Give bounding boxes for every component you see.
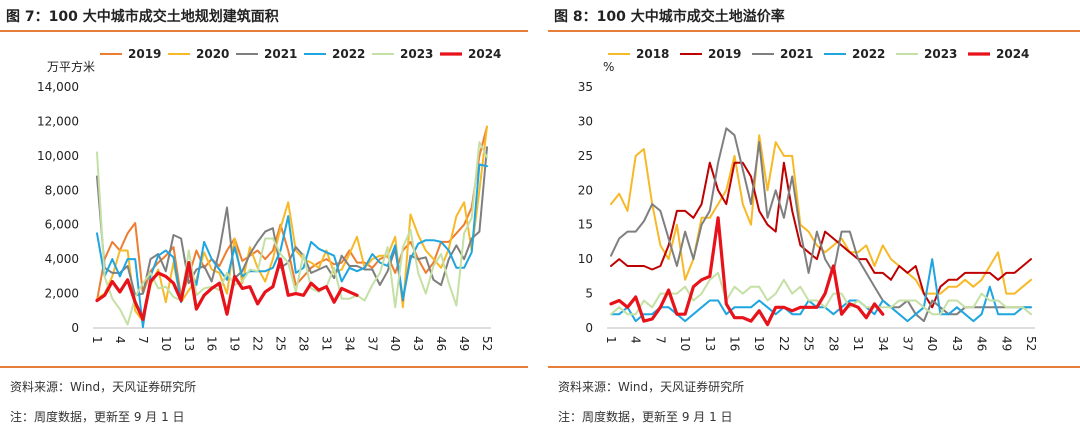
x-tick-label: 10 [678, 336, 692, 351]
x-tick-label: 52 [1024, 336, 1038, 351]
y-axis-unit-label: 万平方米 [47, 59, 95, 74]
right-figure-panel: 图 8：100 大中城市成交土地溢价率 % 0 5 10 15 20 25 30 35 1 4 7 10… [548, 0, 1080, 432]
legend-label-2023: 2023 [400, 47, 433, 61]
x-tick-label: 16 [728, 336, 742, 351]
series-line-2022 [96, 163, 488, 329]
x-tick-label: 52 [480, 336, 494, 351]
x-tick-label: 4 [113, 336, 127, 344]
source-text: 资料来源：Wind，天风证券研究所 [10, 380, 197, 394]
x-tick-label: 31 [319, 336, 333, 351]
y-tick-label: 2,000 [45, 287, 79, 301]
x-tick-label: 19 [228, 336, 242, 351]
x-tick-label: 4 [629, 336, 643, 344]
x-tick-label: 28 [296, 336, 310, 351]
x-tick-label: 49 [999, 336, 1013, 351]
title-rule [548, 30, 1080, 32]
y-tick-label: 5 [585, 287, 593, 301]
x-tick-label: 46 [975, 336, 989, 351]
premium-rate-chart: % 0 5 10 15 20 25 30 35 1 4 7 10 13 16 19 22 25 28 31 34 37 40… [578, 47, 1038, 351]
legend-label-2024: 2024 [996, 47, 1029, 61]
left-figure-panel: 图 7：100 大中城市成交土地规划建筑面积 万平方米 0 2,000 4,000 6,… [0, 0, 528, 432]
x-tick-label: 43 [411, 336, 425, 351]
source-rule [0, 366, 528, 368]
x-tick-label: 25 [802, 336, 816, 351]
x-tick-label: 34 [876, 336, 890, 351]
source-rule [548, 366, 1080, 368]
x-tick-label: 10 [159, 336, 173, 351]
x-tick-label: 22 [251, 336, 265, 351]
y-tick-label: 10 [578, 252, 593, 266]
figure-title: 图 8：100 大中城市成交土地溢价率 [554, 9, 785, 25]
x-tick-label: 1 [604, 336, 618, 344]
series-line-2021 [96, 146, 488, 302]
series-line-2022 [610, 258, 1032, 323]
x-tick-label: 19 [752, 336, 766, 351]
series-line-2018 [610, 134, 1032, 295]
legend-label-2019: 2019 [708, 47, 741, 61]
legend-label-2021: 2021 [264, 47, 297, 61]
x-tick-label: 34 [342, 336, 356, 351]
y-tick-label: 20 [578, 183, 593, 197]
title-rule [0, 30, 528, 32]
legend-label-2023: 2023 [924, 47, 957, 61]
legend-label-2019: 2019 [128, 47, 161, 61]
legend-label-2022: 2022 [852, 47, 885, 61]
x-tick-label: 22 [777, 336, 791, 351]
y-axis-unit-label: % [603, 60, 614, 74]
y-tick-label: 6,000 [45, 218, 79, 232]
series-line-2020 [96, 125, 488, 323]
series-line-2023 [96, 141, 488, 326]
x-tick-label: 37 [900, 336, 914, 351]
y-tick-label: 0 [71, 321, 79, 335]
legend-label-2024: 2024 [468, 47, 501, 61]
series-line-2024 [609, 216, 885, 327]
x-tick-label: 13 [182, 336, 196, 351]
legend-label-2018: 2018 [636, 47, 669, 61]
x-tick-label: 1 [90, 336, 104, 344]
y-tick-label: 4,000 [45, 252, 79, 266]
x-tick-label: 40 [388, 336, 402, 351]
x-tick-label: 13 [703, 336, 717, 351]
series-line-2024 [95, 257, 359, 321]
y-tick-label: 8,000 [45, 183, 79, 197]
y-tick-label: 0 [585, 321, 593, 335]
x-tick-label: 40 [925, 336, 939, 351]
legend-label-2020: 2020 [196, 47, 229, 61]
x-tick-label: 37 [365, 336, 379, 351]
series-line-2019 [96, 125, 488, 302]
x-tick-label: 16 [205, 336, 219, 351]
series-line-2023 [610, 271, 1032, 316]
x-tick-label: 25 [274, 336, 288, 351]
y-tick-label: 30 [578, 114, 593, 128]
y-tick-label: 15 [578, 218, 593, 232]
x-tick-label: 31 [851, 336, 865, 351]
x-tick-label: 43 [950, 336, 964, 351]
construction-area-chart: 万平方米 0 2,000 4,000 6,000 8,000 10,000 12,000 14,… [37, 47, 501, 351]
y-tick-label: 35 [578, 80, 593, 94]
note-text: 注：周度数据，更新至 9 月 1 日 [10, 410, 185, 424]
x-tick-label: 28 [826, 336, 840, 351]
legend-label-2021: 2021 [780, 47, 813, 61]
y-tick-label: 25 [578, 149, 593, 163]
y-tick-label: 10,000 [37, 149, 79, 163]
x-tick-label: 7 [136, 336, 150, 344]
x-tick-label: 49 [457, 336, 471, 351]
x-tick-label: 46 [434, 336, 448, 351]
legend-label-2022: 2022 [332, 47, 365, 61]
y-tick-label: 12,000 [37, 114, 79, 128]
source-text: 资料来源：Wind，天风证券研究所 [558, 380, 745, 394]
note-text: 注：周度数据，更新至 9 月 1 日 [558, 410, 733, 424]
x-tick-label: 7 [653, 336, 667, 344]
figure-title: 图 7：100 大中城市成交土地规划建筑面积 [6, 9, 279, 25]
y-tick-label: 14,000 [37, 80, 79, 94]
